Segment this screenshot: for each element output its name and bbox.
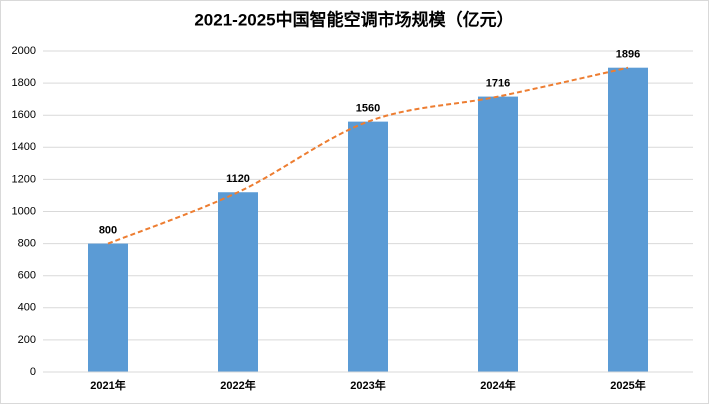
bar <box>218 192 258 372</box>
chart-title: 2021-2025中国智能空调市场规模（亿元） <box>194 9 513 29</box>
y-tick-label: 1400 <box>12 141 36 153</box>
x-tick-label: 2024年 <box>480 378 515 392</box>
bar <box>478 96 518 372</box>
value-label: 800 <box>99 225 117 237</box>
y-tick-label: 400 <box>18 302 36 314</box>
y-tick-label: 1200 <box>12 173 36 185</box>
x-tick-label: 2025年 <box>610 378 645 392</box>
x-tick-label: 2022年 <box>220 378 255 392</box>
y-tick-label: 2000 <box>12 45 36 57</box>
y-tick-label: 1000 <box>12 205 36 217</box>
y-tick-label: 600 <box>18 270 36 282</box>
y-tick-label: 200 <box>18 334 36 346</box>
bar <box>88 243 128 372</box>
y-tick-label: 0 <box>30 366 36 378</box>
value-label: 1120 <box>226 173 250 185</box>
bar <box>608 67 648 372</box>
value-label: 1560 <box>356 103 380 115</box>
value-label: 1896 <box>616 49 640 61</box>
value-label: 1716 <box>486 77 510 89</box>
y-tick-label: 800 <box>18 238 36 250</box>
bar <box>348 121 388 373</box>
x-tick-label: 2023年 <box>350 378 385 392</box>
x-tick-label: 2021年 <box>90 378 125 392</box>
y-tick-label: 1800 <box>12 77 36 89</box>
y-tick-label: 1600 <box>12 109 36 121</box>
